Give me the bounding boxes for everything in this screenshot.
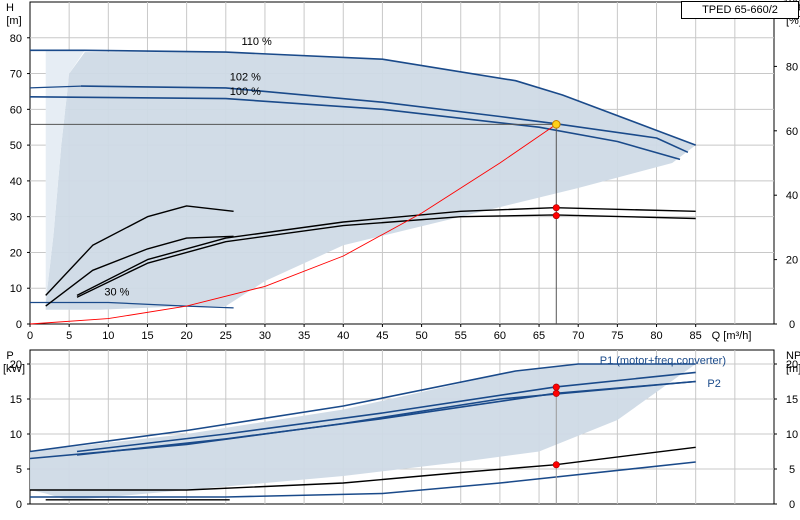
y2-tick-label: 5 [789, 464, 795, 476]
x-tick-label: 10 [102, 330, 114, 342]
series-line-pump_curve [29, 85, 81, 89]
series-line-efficiency [30, 446, 696, 491]
y-tick-label: 0 [16, 499, 22, 511]
y-tick-label: 20 [10, 359, 22, 371]
x-tick-label: 80 [650, 330, 662, 342]
y-tick-label: 20 [10, 247, 22, 259]
x-tick-label: 0 [27, 330, 33, 342]
x-tick-label: 45 [376, 330, 388, 342]
curve-label: 100 % [230, 86, 261, 98]
operating-envelope [30, 364, 696, 501]
x-tick-label: 50 [415, 330, 427, 342]
model-label: TPED 65-660/2 [681, 1, 799, 19]
operating-point-marker [552, 383, 560, 391]
series-line-pump_curve [29, 96, 681, 161]
y-tick-label: 5 [16, 464, 22, 476]
series-line-pump_curve [80, 85, 689, 154]
operating-point-marker [552, 461, 560, 469]
y-axis-unit: [m] [6, 15, 21, 27]
y-tick-label: 80 [10, 33, 22, 45]
x-tick-label: 70 [572, 330, 584, 342]
head-panel: 0102030405060708002040608010005101520253… [6, 0, 800, 342]
y2-axis-label: NPSH [786, 350, 800, 362]
series-line-pump_curve [76, 371, 696, 453]
series-line-pump_curve [29, 380, 696, 460]
y-tick-label: 15 [10, 394, 22, 406]
series-line-pump_curve [30, 461, 696, 498]
y-tick-label: 70 [10, 69, 22, 81]
series-line-efficiency [45, 205, 234, 296]
x-tick-label: 55 [455, 330, 467, 342]
x-tick-label: 85 [690, 330, 702, 342]
y2-tick-label: 0 [789, 319, 795, 331]
x-tick-label: 15 [141, 330, 153, 342]
y-tick-label: 50 [10, 140, 22, 152]
series-line-pump_curve [29, 363, 696, 453]
curve-label: 110 % [241, 36, 272, 48]
series-line-pump_curve [30, 301, 234, 309]
y2-tick-label: 20 [786, 255, 798, 267]
x-tick-label: 40 [337, 330, 349, 342]
y-axis-label: P [6, 350, 13, 362]
series-label-p1: P1 (motor+freq.converter) [600, 355, 726, 367]
operating-point-marker [552, 389, 560, 397]
operating-point-marker [552, 204, 560, 212]
y2-axis-unit: [m] [786, 363, 800, 375]
operating-point-marker [552, 212, 560, 220]
x-axis-label: Q [m³/h] [712, 330, 752, 342]
duty-point-marker [551, 120, 561, 129]
y2-tick-label: 80 [786, 61, 798, 73]
y2-tick-label: 15 [786, 394, 798, 406]
y-axis-label: H [6, 2, 14, 14]
x-tick-label: 60 [494, 330, 506, 342]
x-tick-label: 30 [259, 330, 271, 342]
y-tick-label: 40 [10, 176, 22, 188]
series-label-p2: P2 [707, 378, 720, 390]
operating-envelope-edge [45, 50, 85, 310]
curve-label: 102 % [230, 72, 261, 84]
y-tick-label: 30 [10, 212, 22, 224]
x-tick-label: 5 [66, 330, 72, 342]
y-tick-label: 10 [10, 429, 22, 441]
series-line-system_curve [29, 125, 555, 325]
curve-label: 30 % [104, 286, 129, 298]
y2-tick-label: 60 [786, 126, 798, 138]
y-axis-unit: [kW] [3, 363, 25, 375]
y-tick-label: 0 [16, 319, 22, 331]
series-line-pump_curve [30, 49, 696, 146]
x-tick-label: 25 [220, 330, 232, 342]
x-tick-label: 35 [298, 330, 310, 342]
y2-tick-label: 40 [786, 190, 798, 202]
y2-tick-label: 10 [786, 429, 798, 441]
y2-tick-label: 20 [786, 359, 798, 371]
x-tick-label: 20 [181, 330, 193, 342]
x-tick-label: 75 [611, 330, 623, 342]
operating-envelope [45, 52, 696, 310]
x-tick-label: 65 [533, 330, 545, 342]
series-line-efficiency [45, 235, 234, 307]
y-tick-label: 10 [10, 283, 22, 295]
y-tick-label: 60 [10, 104, 22, 116]
y2-tick-label: 0 [789, 499, 795, 511]
